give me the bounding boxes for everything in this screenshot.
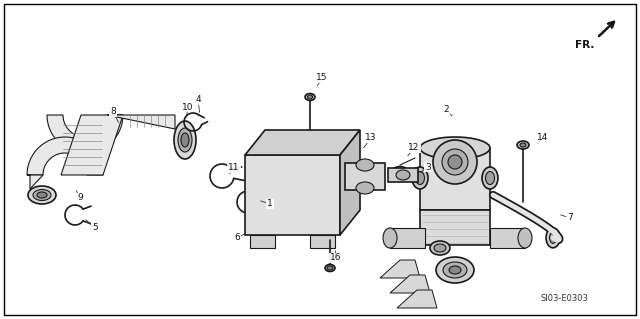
Ellipse shape (178, 128, 192, 152)
Ellipse shape (181, 133, 189, 147)
Ellipse shape (443, 262, 467, 278)
Ellipse shape (486, 172, 495, 184)
Text: 2: 2 (443, 106, 449, 115)
Text: 11: 11 (228, 164, 240, 173)
Text: 3: 3 (425, 162, 431, 172)
Text: 12: 12 (408, 144, 420, 152)
Ellipse shape (436, 257, 474, 283)
Polygon shape (27, 137, 103, 175)
Polygon shape (27, 175, 43, 189)
Text: 15: 15 (316, 73, 328, 83)
Ellipse shape (28, 186, 56, 204)
Text: 6: 6 (234, 234, 240, 242)
Ellipse shape (327, 266, 333, 270)
Circle shape (442, 149, 468, 175)
Polygon shape (245, 130, 360, 155)
Polygon shape (47, 115, 123, 153)
Ellipse shape (395, 168, 405, 175)
Ellipse shape (520, 143, 526, 147)
Polygon shape (490, 228, 525, 248)
Ellipse shape (546, 228, 560, 248)
Ellipse shape (325, 264, 335, 271)
Circle shape (448, 155, 462, 169)
Ellipse shape (518, 228, 532, 248)
Text: 5: 5 (92, 224, 98, 233)
Ellipse shape (392, 167, 408, 177)
Polygon shape (345, 163, 385, 190)
Text: 16: 16 (330, 254, 342, 263)
Circle shape (433, 140, 477, 184)
Ellipse shape (412, 167, 428, 189)
Polygon shape (250, 235, 275, 248)
Polygon shape (310, 235, 335, 248)
Polygon shape (380, 260, 420, 278)
Text: 14: 14 (538, 133, 548, 143)
Ellipse shape (356, 159, 374, 171)
Ellipse shape (430, 241, 450, 255)
Polygon shape (388, 168, 418, 182)
Ellipse shape (33, 189, 51, 201)
Ellipse shape (305, 93, 315, 100)
Ellipse shape (420, 137, 490, 159)
Polygon shape (420, 148, 490, 210)
Ellipse shape (383, 228, 397, 248)
Text: 4: 4 (195, 95, 201, 105)
Polygon shape (61, 115, 123, 175)
Ellipse shape (396, 170, 410, 180)
Text: 1: 1 (267, 199, 273, 209)
Polygon shape (340, 130, 360, 235)
Text: 13: 13 (365, 133, 377, 143)
Ellipse shape (37, 192, 47, 198)
Text: 9: 9 (77, 194, 83, 203)
Polygon shape (390, 228, 425, 248)
Polygon shape (107, 115, 175, 129)
Text: 10: 10 (182, 102, 194, 112)
Ellipse shape (307, 95, 312, 99)
Polygon shape (245, 155, 340, 235)
Ellipse shape (482, 167, 498, 189)
Ellipse shape (174, 121, 196, 159)
Ellipse shape (517, 141, 529, 149)
Ellipse shape (434, 244, 446, 252)
Ellipse shape (550, 232, 557, 243)
Polygon shape (390, 275, 430, 293)
Polygon shape (397, 290, 437, 308)
Text: 8: 8 (110, 108, 116, 116)
Text: SI03-E0303: SI03-E0303 (540, 294, 588, 303)
Ellipse shape (449, 266, 461, 274)
Text: 7: 7 (567, 213, 573, 222)
Text: FR.: FR. (575, 40, 594, 50)
Ellipse shape (415, 172, 424, 184)
Polygon shape (420, 210, 490, 245)
Ellipse shape (356, 182, 374, 194)
